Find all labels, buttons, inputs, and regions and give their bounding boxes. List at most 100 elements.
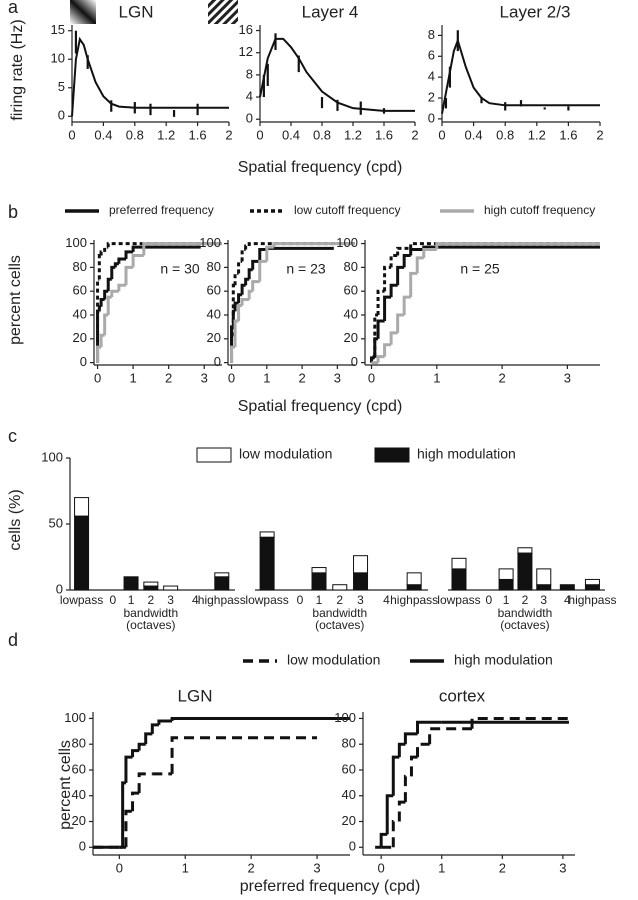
bar-segment [584,584,600,591]
cdf-step [124,250,134,260]
cdf-step [376,319,385,339]
cdf-step [247,289,253,300]
y-tick-label: 20 [344,330,358,345]
y-tick-label: 40 [72,787,86,802]
x-tick-label: 4 [564,593,571,607]
cdf-step [435,242,600,250]
bar-segment [559,584,575,591]
cdf-step [409,755,418,777]
cdf-step [409,242,600,249]
y-tick-label: 0 [214,354,221,369]
cdf-step [422,245,600,250]
panel-label: d [8,630,18,650]
y-tick-label: 16 [239,22,253,37]
cdf-step [397,800,406,822]
cdf-step [272,242,355,248]
fit-curve [259,37,415,112]
cdf-step [376,355,385,363]
y-tick-label: 20 [73,330,87,345]
x-axis-label: preferred frequency (cpd) [240,878,421,895]
y-tick-label: 60 [342,761,356,776]
cdf-step [396,265,405,286]
x-tick-label: highpass [390,593,438,607]
x-tick-label: 0 [68,127,75,142]
bar-segment [259,536,275,591]
y-tick-label: 0 [349,839,356,854]
x-tick-label: 2 [411,127,418,142]
x-tick-label: 2 [336,593,343,607]
cdf-step [142,242,222,256]
legend-label: high cutoff frequency [484,203,595,217]
x-tick-label: 0 [368,370,375,385]
grating-icon [70,0,96,24]
y-tick-label: 8 [246,66,253,81]
bar-segment [498,578,514,591]
cdf-step [230,345,236,363]
legend-label: high modulation [417,446,516,462]
y-axis-label: firing rate (Hz) [9,19,26,120]
y-tick-label: 100 [65,235,87,250]
bar-segment [311,572,327,591]
x-tick-label: 2 [596,127,603,142]
cdf-step [233,319,239,348]
x-axis-label: (octaves) [126,618,175,632]
legend-label: low cutoff frequency [294,203,401,217]
cdf-step [396,246,411,256]
y-axis-label: cells (%) [7,489,24,550]
cdf-step [383,265,392,292]
cdf-step [121,781,126,848]
bar-segment [353,572,369,591]
x-tick-label: highpass [198,593,246,607]
cdf-step [131,245,201,252]
cdf-step [244,277,250,286]
cdf-step [99,250,105,256]
y-tick-label: 100 [199,235,221,250]
cdf-step [237,303,243,321]
x-tick-label: 1 [129,370,136,385]
x-tick-label: 0 [378,860,385,875]
x-tick-label: 1.2 [528,127,546,142]
x-tick-label: 0.4 [94,127,112,142]
x-tick-label: 3 [334,370,341,385]
y-tick-label: 40 [342,787,356,802]
cdf-step [244,244,250,250]
x-axis-label: bandwidth [123,606,178,620]
cdf-step [131,253,144,268]
cdf-step [96,345,102,363]
x-tick-label: 2 [498,370,505,385]
cdf-step [106,277,112,292]
cdf-step [409,271,418,298]
bar-segment [311,567,327,574]
x-tick-label: 1.6 [189,127,207,142]
y-tick-label: 60 [344,283,358,298]
x-tick-label: lowpass [437,593,480,607]
x-tick-label: 3 [167,593,174,607]
x-tick-label: 0.8 [126,127,144,142]
y-tick-label: 6 [428,48,435,63]
cdf-step [370,355,375,363]
bar-segment [214,572,230,578]
cdf-step [391,755,400,796]
y-tick-label: 80 [207,259,221,274]
bar-segment [259,531,275,538]
panel-label: c [8,426,17,446]
bar-segment [584,578,600,586]
x-tick-label: 1 [182,860,189,875]
bar-segment [451,557,467,570]
x-axis-label: (octaves) [315,618,364,632]
cdf-step [385,794,394,835]
y-tick-label: 0 [428,110,435,125]
cdf-step [258,248,267,262]
y-tick-label: 20 [72,813,86,828]
y-tick-label: 40 [73,306,87,321]
y-tick-label: 60 [207,283,221,298]
legend-swatch [196,447,232,463]
x-tick-label: 1.6 [559,127,577,142]
cdf-step [470,716,569,729]
annotation: n = 25 [460,261,500,277]
bar-segment [536,584,552,591]
cdf-step [240,283,246,295]
fit-curve [71,36,229,117]
cdf-step [170,716,350,722]
x-tick-label: lowpass [245,593,288,607]
